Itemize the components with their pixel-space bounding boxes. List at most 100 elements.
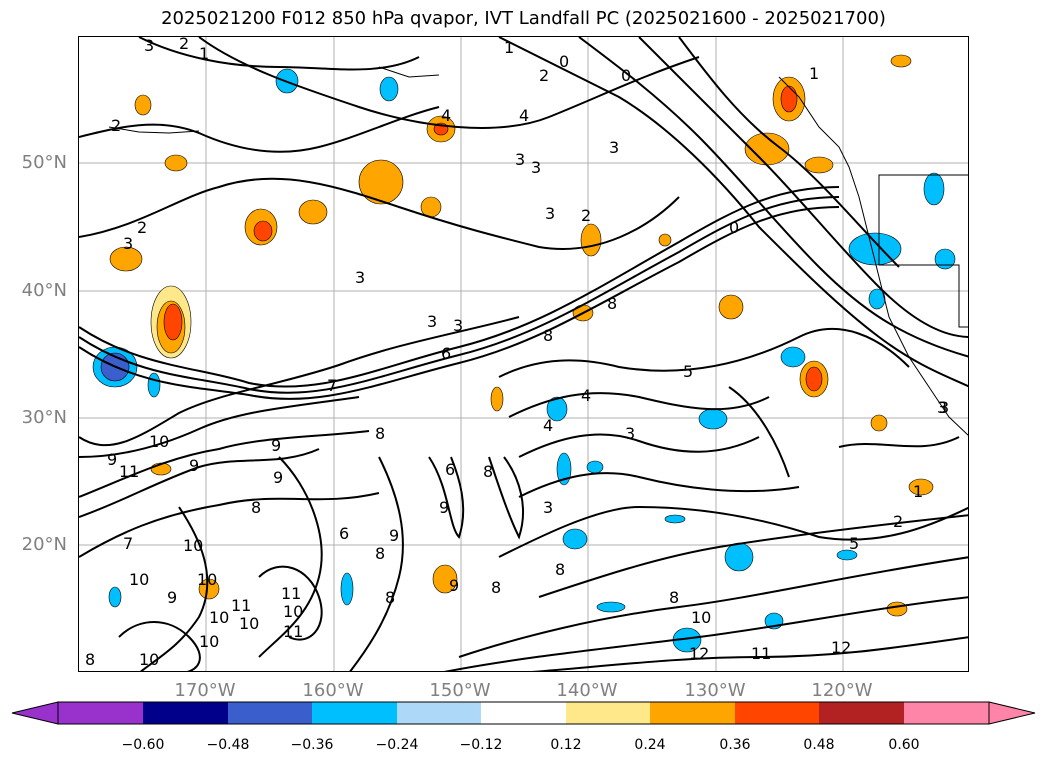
contour-label: 3 [543, 498, 553, 517]
contour-label: 7 [327, 376, 337, 395]
contour-label: 10 [209, 608, 229, 627]
contour-label: 10 [691, 608, 711, 627]
contour-label: 4 [519, 106, 529, 125]
map-canvas: 3 2 1 1 2 0 0 1 2 4 4 3 3 3 3 2 0 2 3 3 … [79, 37, 968, 671]
colorbar-bin [566, 702, 650, 724]
contour-label: 8 [251, 498, 261, 517]
colorbar-extend-low [11, 701, 59, 725]
contour-label: 3 [427, 312, 437, 331]
contour-label: 3 [545, 204, 555, 223]
shaded-anomalies [92, 54, 956, 653]
contour-label: 11 [283, 622, 303, 641]
contour-label: 10 [183, 536, 203, 555]
colorbar-bin [819, 702, 904, 724]
contour-label: 3 [625, 424, 635, 443]
lon-label-120w: 120°W [811, 680, 873, 701]
colorbar-extend-high [988, 701, 1036, 725]
contour-label: 2 [179, 37, 189, 53]
contour-label: 5 [849, 534, 859, 553]
contour-label: 3 [531, 158, 541, 177]
contour-label: 10 [283, 602, 303, 621]
contour-label: 10 [149, 432, 169, 451]
contour-lines [79, 37, 968, 671]
colorbar-tick: 0.60 [888, 737, 920, 753]
lon-label-130w: 130°W [684, 680, 746, 701]
colorbar-tick: 0.12 [550, 737, 582, 753]
contour-label: 8 [607, 294, 617, 313]
contour-label: 6 [441, 344, 451, 363]
contour-label: 1 [809, 64, 819, 83]
contour-label: 8 [483, 462, 493, 481]
colorbar-bin [312, 702, 397, 724]
colorbar-tick: −0.36 [290, 737, 334, 753]
contour-label: 12 [831, 638, 851, 657]
contour-label: 3 [939, 398, 949, 417]
contour-label: 10 [129, 570, 149, 589]
contour-label: 3 [355, 268, 365, 287]
contour-labels: 3 2 1 1 2 0 0 1 2 4 4 3 3 3 3 2 0 2 3 3 … [85, 37, 949, 669]
contour-label: 6 [445, 460, 455, 479]
colorbar-bin [228, 702, 312, 724]
colorbar-bin [58, 702, 143, 724]
contour-label: 3 [453, 316, 463, 335]
contour-label: 11 [281, 584, 301, 603]
contour-label: 10 [239, 614, 259, 633]
colorbar-bin [650, 702, 735, 724]
colorbar-bin [904, 702, 989, 724]
contour-label: 11 [119, 462, 139, 481]
contour-label: 4 [581, 386, 591, 405]
contour-label: 8 [491, 578, 501, 597]
contour-label: 0 [729, 218, 739, 237]
contour-label: 7 [123, 534, 133, 553]
lon-label-140w: 140°W [556, 680, 618, 701]
contour-label: 2 [539, 66, 549, 85]
colorbar [11, 701, 1036, 725]
contour-label: 9 [167, 588, 177, 607]
contour-label: 9 [449, 576, 459, 595]
contour-label: 4 [543, 416, 553, 435]
contour-label: 9 [107, 450, 117, 469]
contour-label: 8 [375, 544, 385, 563]
colorbar-tick: −0.24 [375, 737, 419, 753]
contour-label: 1 [504, 38, 514, 57]
contour-label: 8 [669, 588, 679, 607]
coastlines [108, 66, 968, 436]
contour-label: 11 [751, 644, 771, 663]
lon-label-170w: 170°W [174, 680, 236, 701]
contour-label: 0 [621, 66, 631, 85]
contour-label: 6 [339, 524, 349, 543]
contour-label: 8 [385, 588, 395, 607]
contour-label: 9 [439, 498, 449, 517]
contour-label: 8 [85, 650, 95, 669]
contour-label: 3 [937, 398, 947, 417]
contour-label: 2 [581, 206, 591, 225]
colorbar-bin [397, 702, 481, 724]
colorbar-bin [735, 702, 819, 724]
lat-label-20n: 20°N [21, 534, 67, 555]
contour-label: 9 [389, 526, 399, 545]
lon-label-160w: 160°W [302, 680, 364, 701]
contour-label: 3 [144, 37, 154, 55]
map-panel: 3 2 1 1 2 0 0 1 2 4 4 3 3 3 3 2 0 2 3 3 … [78, 36, 969, 672]
contour-label: 8 [555, 560, 565, 579]
contour-label: 2 [137, 218, 147, 237]
contour-label: 9 [273, 468, 283, 487]
contour-label: 9 [271, 436, 281, 455]
colorbar-tick: 0.24 [634, 737, 666, 753]
contour-label: 0 [559, 52, 569, 71]
colorbar-bin [481, 702, 566, 724]
lat-label-40n: 40°N [21, 280, 67, 301]
contour-label: 1 [913, 482, 923, 501]
lat-label-50n: 50°N [21, 152, 67, 173]
contour-label: 4 [441, 106, 451, 125]
colorbar-tick: −0.12 [459, 737, 503, 753]
colorbar-tick: −0.48 [206, 737, 250, 753]
contour-label: 2 [111, 116, 121, 135]
contour-label: 8 [375, 424, 385, 443]
contour-label: 9 [189, 456, 199, 475]
contour-label: 11 [231, 596, 251, 615]
contour-label: 1 [199, 44, 209, 63]
colorbar-tick: 0.48 [803, 737, 835, 753]
colorbar-tick: −0.60 [121, 737, 165, 753]
colorbar-bin [143, 702, 228, 724]
